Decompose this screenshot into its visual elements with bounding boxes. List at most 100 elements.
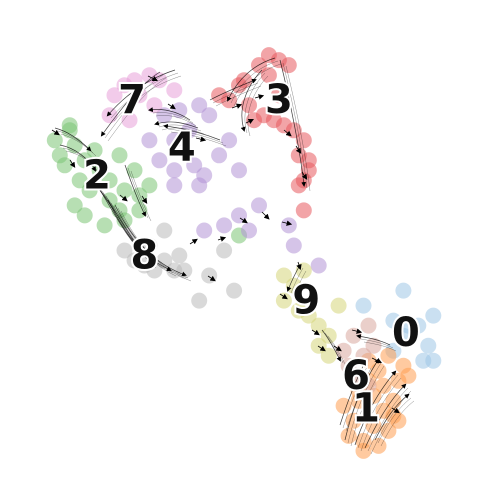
velocity-arrow-23 bbox=[51, 129, 60, 136]
point-cluster-4-23 bbox=[241, 222, 257, 239]
point-cluster-4-20 bbox=[280, 217, 297, 234]
streamline-15 bbox=[124, 164, 146, 217]
streamline-5-strand-2 bbox=[107, 77, 167, 142]
point-cluster-3-18 bbox=[270, 87, 287, 104]
streamline-14-strand-1 bbox=[117, 207, 189, 279]
streamline-2-strand-2 bbox=[285, 65, 311, 192]
cluster-9-points bbox=[275, 262, 347, 364]
velocity-arrow-15 bbox=[317, 345, 326, 352]
point-cluster-3-17 bbox=[300, 152, 317, 169]
point-cluster-4-3 bbox=[201, 107, 218, 124]
cluster-label-7: 7 bbox=[118, 77, 146, 123]
velocity-arrow-11 bbox=[207, 275, 216, 282]
point-cluster-4-13 bbox=[166, 177, 183, 194]
streamline-18-strand-1 bbox=[347, 362, 382, 444]
cluster-0-points bbox=[355, 282, 442, 369]
point-cluster-4-15 bbox=[231, 162, 247, 179]
velocity-arrow-22 bbox=[69, 159, 76, 168]
streamline-12 bbox=[99, 189, 152, 264]
point-cluster-1-1 bbox=[365, 417, 382, 434]
point-cluster-3-21 bbox=[260, 67, 277, 84]
points-layer bbox=[46, 47, 442, 459]
streamline-7-strand-1 bbox=[158, 124, 202, 132]
velocity-arrow-0 bbox=[254, 94, 265, 100]
streamline-6-strand-1 bbox=[152, 112, 194, 124]
point-cluster-3-3 bbox=[280, 57, 297, 74]
point-cluster-6-4 bbox=[365, 337, 382, 354]
streamline-0 bbox=[226, 57, 276, 102]
streamline-3-strand-2 bbox=[215, 85, 262, 107]
streamline-1-strand-1 bbox=[244, 72, 266, 134]
streamline-23 bbox=[356, 334, 391, 346]
point-cluster-4-11 bbox=[211, 147, 228, 164]
point-cluster-4-12 bbox=[221, 132, 238, 149]
streamline-4-strand-1 bbox=[110, 72, 179, 119]
streamline-21-strand-2 bbox=[380, 400, 415, 447]
streamline-17-strand-2 bbox=[327, 335, 347, 367]
point-cluster-4-8 bbox=[166, 162, 183, 179]
velocity-arrow-13 bbox=[279, 293, 288, 300]
streamline-10-strand-2 bbox=[65, 150, 102, 177]
streamline-10-strand-1 bbox=[62, 147, 99, 174]
point-cluster-6-1 bbox=[360, 317, 377, 334]
streamline-18 bbox=[344, 358, 380, 441]
cluster-label-2: 2 bbox=[83, 152, 111, 198]
point-cluster-1-17 bbox=[370, 437, 387, 454]
point-cluster-0-6 bbox=[425, 352, 442, 369]
point-cluster-8-6 bbox=[176, 262, 193, 279]
point-cluster-0-10 bbox=[395, 327, 412, 344]
streamline-7-strand-2 bbox=[161, 127, 205, 135]
point-cluster-7-4 bbox=[106, 87, 123, 104]
point-cluster-1-22 bbox=[380, 347, 397, 364]
point-cluster-2-21 bbox=[131, 202, 148, 219]
streamline-8-strand-1 bbox=[167, 128, 224, 144]
velocity-arrow-18 bbox=[391, 407, 400, 414]
streamline-4 bbox=[106, 69, 176, 117]
streamline-1-strand-2 bbox=[247, 75, 269, 137]
velocity-arrow-12 bbox=[296, 261, 302, 271]
cluster-label-1: 1 bbox=[352, 385, 380, 431]
velocity-arrow-10 bbox=[189, 238, 198, 245]
point-cluster-0-2 bbox=[425, 307, 442, 324]
streamline-15-strand-2 bbox=[130, 170, 152, 222]
point-cluster-4-0 bbox=[156, 107, 173, 124]
streamline-3-strand-1 bbox=[212, 82, 259, 104]
point-cluster-8-0 bbox=[116, 242, 133, 259]
cluster-label-3: 3 bbox=[265, 77, 293, 123]
streamline-19 bbox=[354, 370, 397, 446]
velocity-arrow-3 bbox=[283, 129, 292, 137]
point-cluster-2-3 bbox=[76, 152, 93, 169]
point-cluster-1-10 bbox=[380, 422, 397, 439]
streamline-17-strand-1 bbox=[324, 332, 344, 364]
velocity-arrow-9 bbox=[217, 236, 227, 242]
point-cluster-9-0 bbox=[275, 267, 292, 284]
point-cluster-6-5 bbox=[340, 357, 357, 374]
streamline-19-strand-2 bbox=[360, 377, 402, 452]
streamlines-layer bbox=[51, 57, 415, 455]
point-cluster-1-6 bbox=[340, 427, 357, 444]
point-cluster-9-2 bbox=[275, 292, 292, 309]
point-cluster-7-8 bbox=[101, 107, 118, 124]
point-cluster-3-22 bbox=[295, 202, 312, 219]
velocity-arrow-24 bbox=[141, 195, 148, 204]
velocity-arrow-4 bbox=[295, 145, 302, 154]
point-cluster-2-13 bbox=[76, 207, 93, 224]
streamline-23-strand-2 bbox=[363, 341, 397, 352]
streamline-18-strand-2 bbox=[350, 365, 385, 447]
point-cluster-2-12 bbox=[66, 197, 83, 214]
cluster-labels-layer: 01 2 3 4 6 7 8 9 bbox=[81, 75, 422, 433]
streamline-23-strand-1 bbox=[360, 338, 394, 349]
point-cluster-4-2 bbox=[191, 97, 208, 114]
streamline-11 bbox=[91, 179, 142, 252]
point-cluster-0-0 bbox=[355, 297, 372, 314]
point-cluster-1-18 bbox=[390, 412, 407, 429]
point-cluster-8-3 bbox=[146, 262, 163, 279]
point-cluster-9-4 bbox=[300, 307, 317, 324]
streamline-1 bbox=[240, 69, 263, 132]
point-cluster-2-23 bbox=[51, 147, 68, 164]
velocity-arrow-17 bbox=[371, 357, 383, 364]
streamline-9-strand-2 bbox=[60, 133, 97, 157]
point-cluster-0-8 bbox=[385, 312, 402, 329]
point-cluster-2-9 bbox=[101, 192, 118, 209]
